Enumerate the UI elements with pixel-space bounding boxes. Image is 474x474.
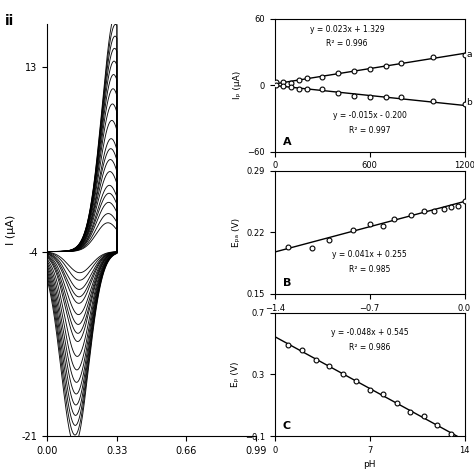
Text: R² = 0.996: R² = 0.996	[326, 38, 368, 47]
Text: b: b	[466, 98, 472, 107]
Y-axis label: Eₚₐ (V): Eₚₐ (V)	[232, 218, 241, 247]
Text: a: a	[466, 50, 472, 59]
Y-axis label: I (μA): I (μA)	[6, 215, 16, 245]
Text: C: C	[283, 421, 291, 431]
Text: R² = 0.997: R² = 0.997	[349, 126, 391, 135]
Text: ii: ii	[5, 14, 14, 28]
Text: A: A	[283, 137, 291, 147]
Y-axis label: Iₚ (μA): Iₚ (μA)	[233, 71, 242, 100]
X-axis label: v (mVs⁻¹): v (mVs⁻¹)	[348, 176, 391, 185]
Text: y = 0.023x + 1.329: y = 0.023x + 1.329	[310, 25, 384, 34]
X-axis label: Log v (Vs⁻¹): Log v (Vs⁻¹)	[343, 318, 396, 327]
Text: y = -0.015x - 0.200: y = -0.015x - 0.200	[333, 111, 407, 120]
Y-axis label: Eₚ (V): Eₚ (V)	[230, 362, 239, 387]
Text: R² = 0.986: R² = 0.986	[349, 343, 391, 352]
Text: y = -0.048x + 0.545: y = -0.048x + 0.545	[331, 328, 409, 337]
Text: R² = 0.985: R² = 0.985	[349, 264, 391, 273]
X-axis label: pH: pH	[364, 460, 376, 469]
Text: y = 0.041x + 0.255: y = 0.041x + 0.255	[332, 250, 407, 259]
Text: B: B	[283, 279, 291, 289]
